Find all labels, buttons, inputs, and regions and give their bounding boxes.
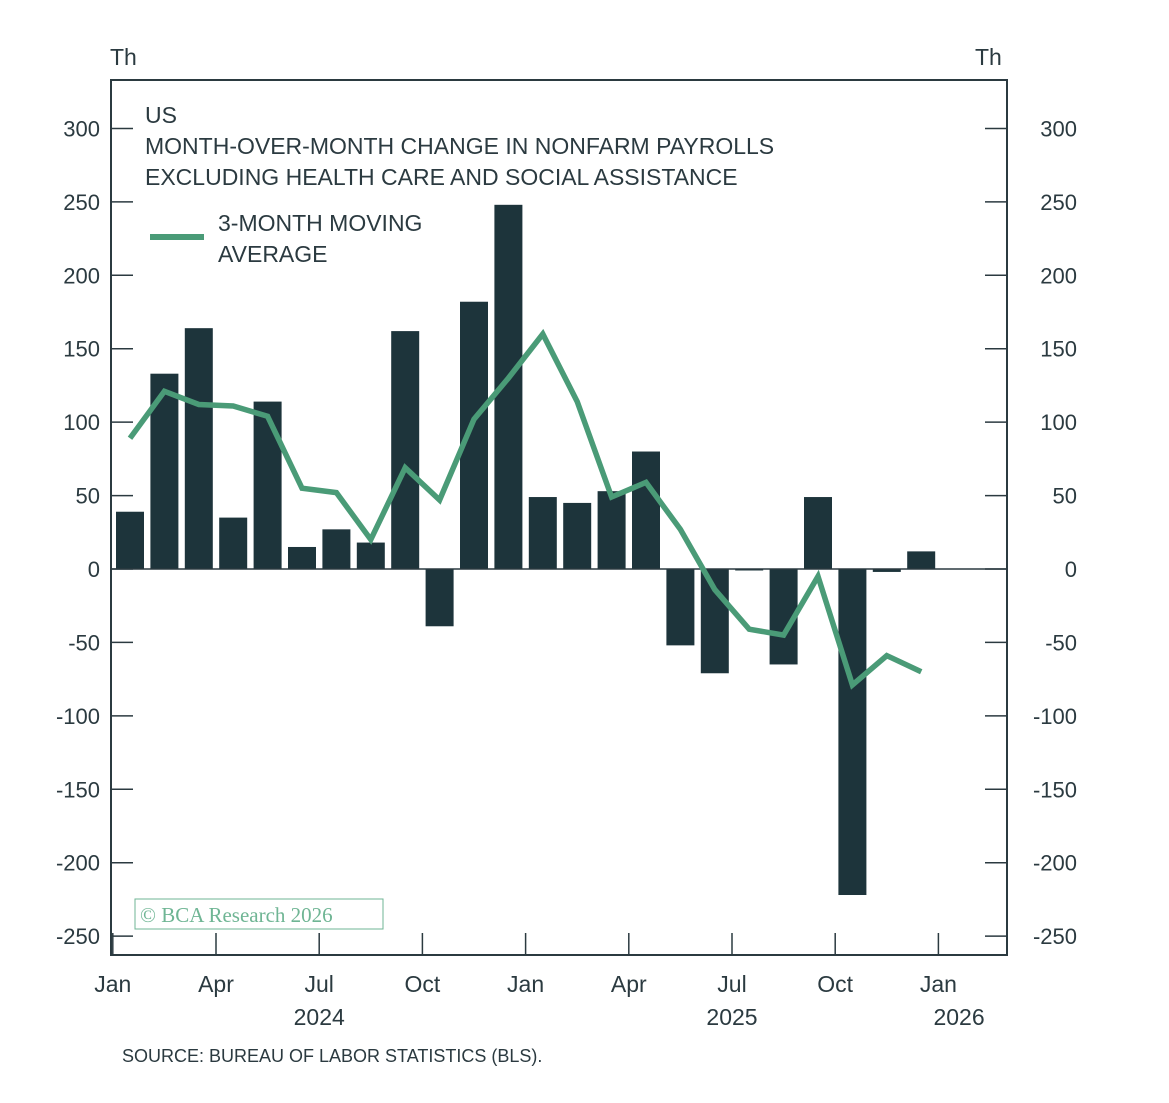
y-tick-label-left: 250 bbox=[63, 190, 100, 215]
watermark-box bbox=[134, 898, 384, 930]
x-tick-label: Oct bbox=[405, 971, 441, 997]
y-tick-label-left: 0 bbox=[88, 557, 100, 582]
bar bbox=[838, 569, 867, 896]
y-tick-label-right: 250 bbox=[1040, 190, 1077, 215]
chart-title-line-2: MONTH-OVER-MONTH CHANGE IN NONFARM PAYRO… bbox=[145, 133, 774, 159]
watermark: © BCA Research 2026 bbox=[140, 903, 333, 927]
y-tick-label-right: 300 bbox=[1040, 116, 1077, 141]
y-tick-label-left: -200 bbox=[56, 851, 100, 876]
bar bbox=[528, 497, 557, 569]
bar bbox=[907, 551, 936, 569]
y-tick-label-left: 150 bbox=[63, 337, 100, 362]
y-tick-label-left: -150 bbox=[56, 777, 100, 802]
bar bbox=[116, 511, 144, 569]
y-tick-label-right: -200 bbox=[1033, 851, 1077, 876]
year-label: 2025 bbox=[706, 1004, 757, 1030]
y-tick-label-right: -100 bbox=[1033, 704, 1077, 729]
bar bbox=[872, 569, 901, 572]
plot-frame bbox=[110, 79, 1008, 956]
year-label: 2024 bbox=[294, 1004, 345, 1030]
bar bbox=[425, 569, 454, 627]
unit-label-left: Th bbox=[110, 44, 137, 70]
source-note: SOURCE: BUREAU OF LABOR STATISTICS (BLS)… bbox=[122, 1046, 542, 1066]
y-tick-label-left: -50 bbox=[68, 630, 100, 655]
moving-average-series bbox=[127, 328, 923, 690]
bar bbox=[184, 328, 213, 569]
x-tick-label: Jan bbox=[920, 971, 957, 997]
bar bbox=[219, 517, 248, 569]
y-tick-label-right: 100 bbox=[1040, 410, 1077, 435]
y-tick-label-right: 50 bbox=[1053, 484, 1077, 509]
y-tick-label-right: -150 bbox=[1033, 777, 1077, 802]
y-tick-label-left: 200 bbox=[63, 263, 100, 288]
y-tick-label-left: -100 bbox=[56, 704, 100, 729]
y-tick-label-right: -250 bbox=[1033, 924, 1077, 949]
y-tick-label-right: -50 bbox=[1045, 630, 1077, 655]
unit-label-right: Th bbox=[975, 44, 1002, 70]
y-axis-left: 300 250 200 150 100 50 0 -50 -100 -150 -200 -250 bbox=[56, 116, 133, 949]
bar bbox=[597, 491, 626, 569]
x-tick-label: Jul bbox=[304, 971, 333, 997]
bar bbox=[391, 331, 420, 569]
bar bbox=[563, 502, 592, 569]
bar bbox=[632, 451, 660, 569]
x-tick-label: Apr bbox=[198, 971, 234, 997]
bar bbox=[356, 542, 385, 569]
bar bbox=[804, 497, 832, 569]
y-tick-label-left: -250 bbox=[56, 924, 100, 949]
y-tick-label-right: 0 bbox=[1065, 557, 1077, 582]
x-tick-label: Jan bbox=[94, 971, 131, 997]
x-tick-label: Jan bbox=[507, 971, 544, 997]
bar bbox=[253, 401, 282, 569]
bar bbox=[322, 529, 351, 569]
y-tick-label-left: 300 bbox=[63, 116, 100, 141]
year-label: 2026 bbox=[933, 1004, 984, 1030]
chart-title-line-3: EXCLUDING HEALTH CARE AND SOCIAL ASSISTA… bbox=[145, 164, 738, 190]
legend-label-line-2: AVERAGE bbox=[218, 241, 328, 267]
bar bbox=[666, 569, 695, 646]
y-axis-right: 300 250 200 150 100 50 0 -50 -100 -150 -200 -250 bbox=[985, 116, 1077, 949]
moving-average-line bbox=[127, 328, 923, 690]
x-tick-label: Jul bbox=[717, 971, 746, 997]
y-tick-label-left: 100 bbox=[63, 410, 100, 435]
bar bbox=[288, 546, 316, 569]
y-tick-label-right: 200 bbox=[1040, 263, 1077, 288]
y-tick-label-left: 50 bbox=[76, 484, 100, 509]
bar-series bbox=[111, 204, 1007, 896]
x-tick-label: Oct bbox=[817, 971, 853, 997]
y-tick-label-right: 150 bbox=[1040, 337, 1077, 362]
x-axis: Jan Apr Jul Oct Jan Apr Jul Oct Jan 2024 2025 2026 bbox=[94, 933, 985, 1030]
chart-title-line-1: US bbox=[145, 102, 177, 128]
legend-label-line-1: 3-MONTH MOVING bbox=[218, 210, 422, 236]
x-tick-label: Apr bbox=[611, 971, 647, 997]
